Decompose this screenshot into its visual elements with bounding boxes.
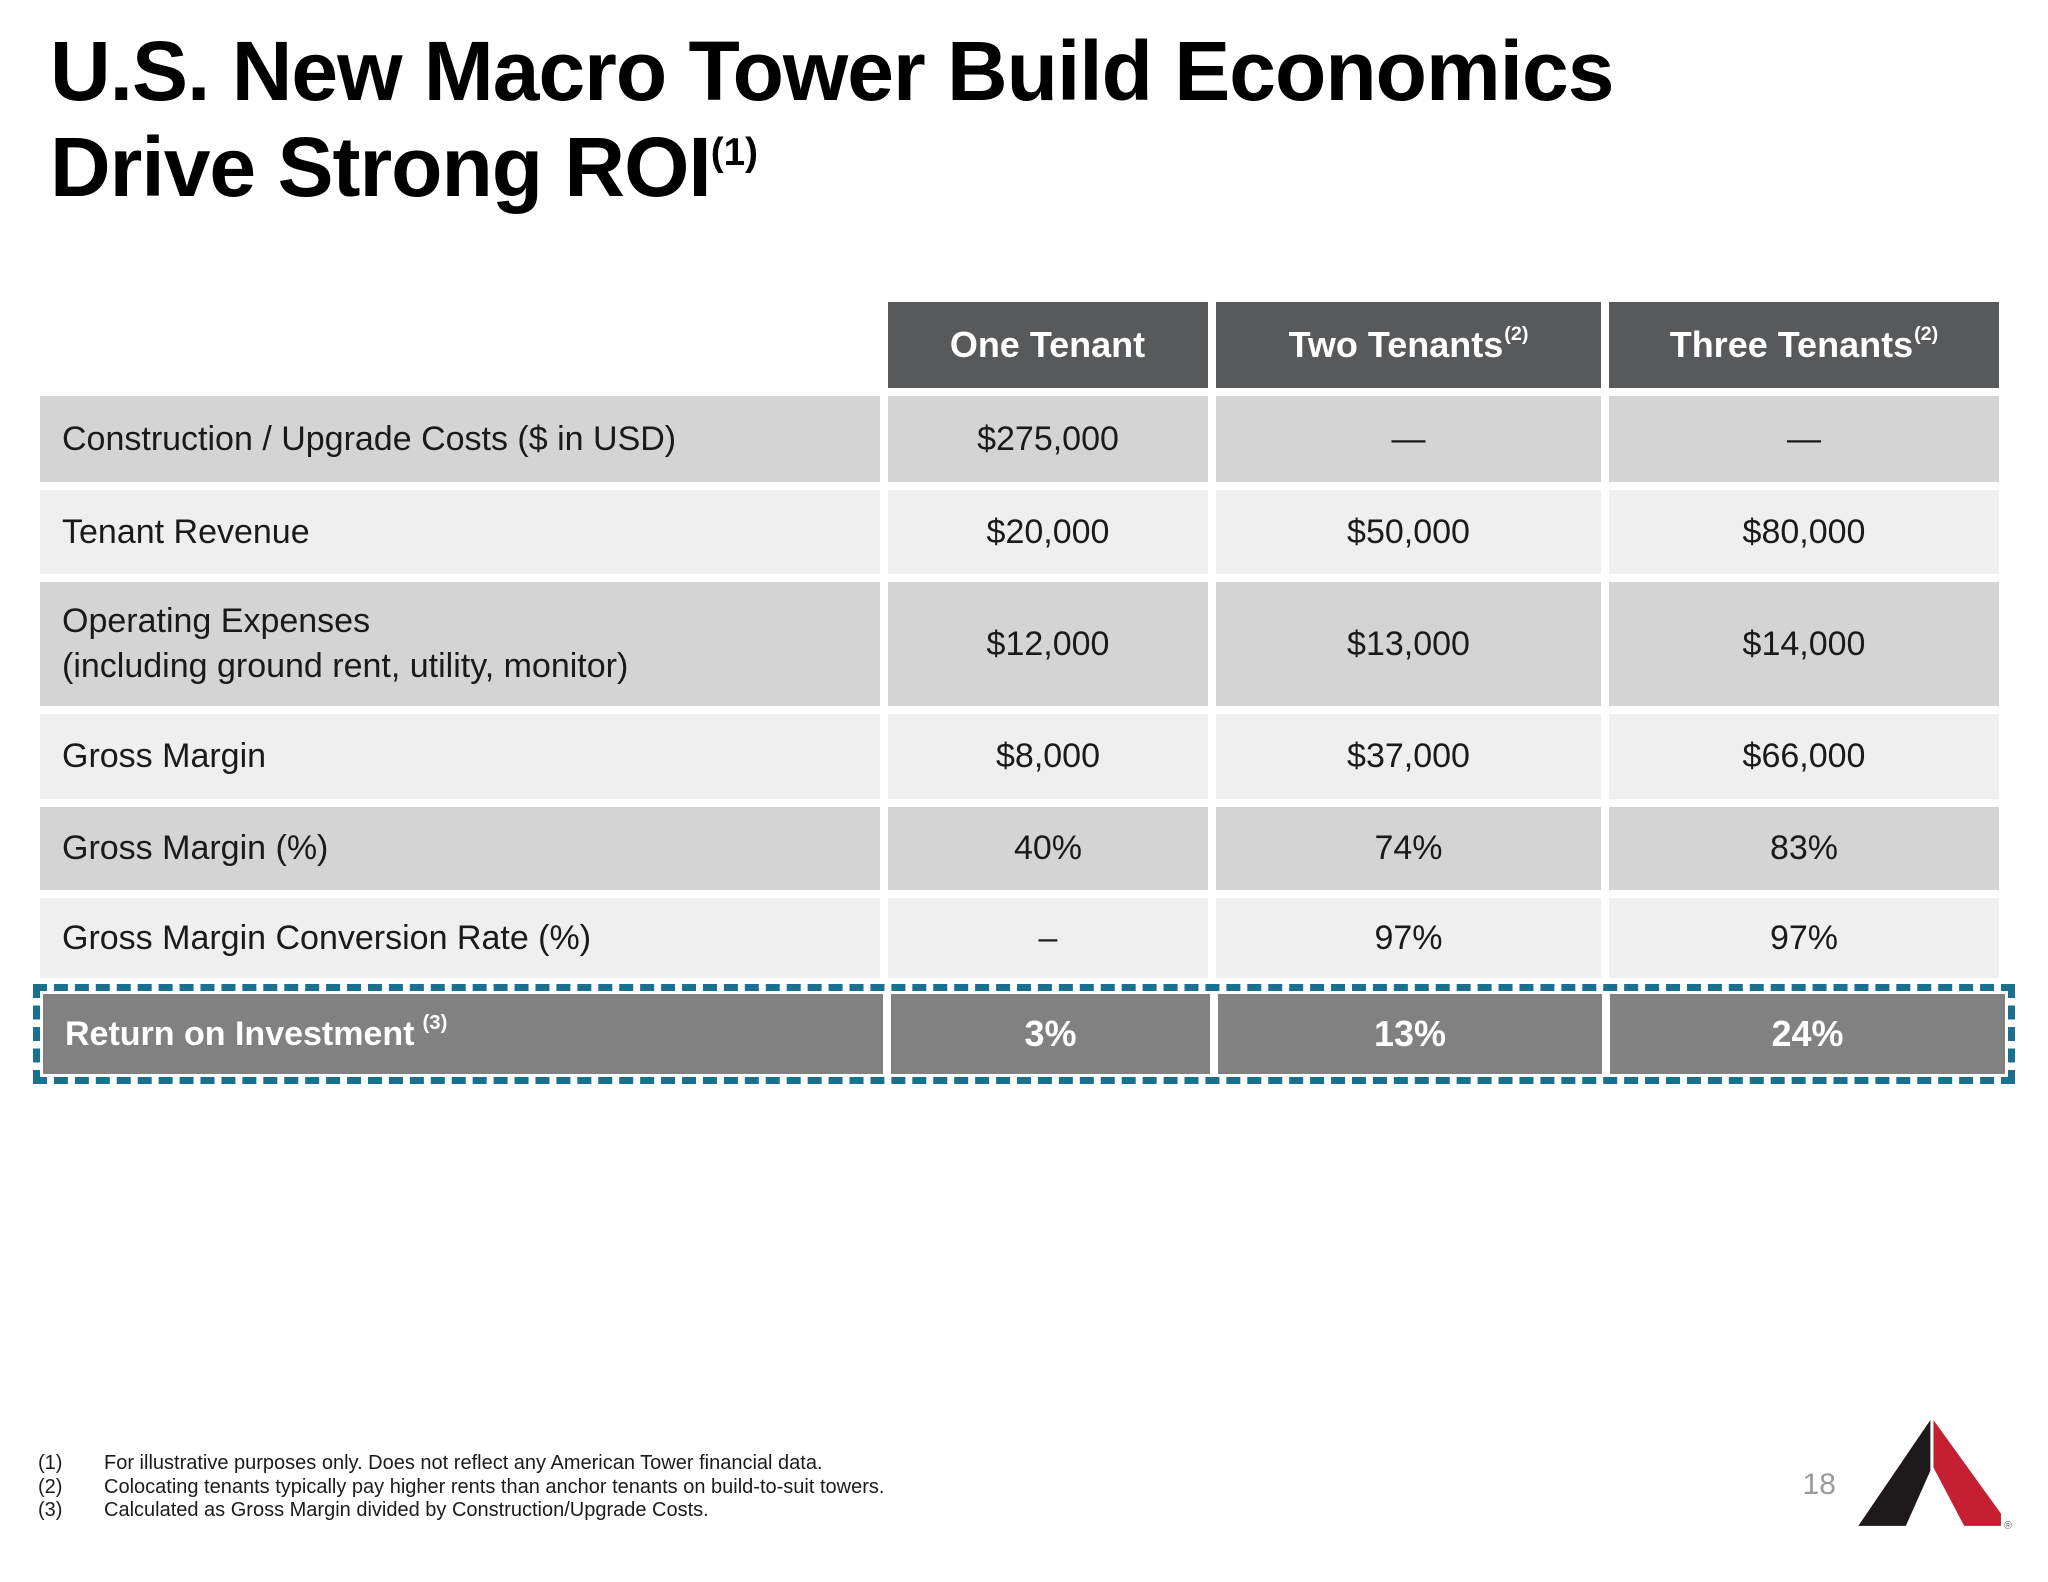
roi-value-three-tenants: 24% (1610, 994, 2005, 1074)
table-cell: $13,000 (1216, 582, 1601, 706)
roi-footnote-ref: (3) (422, 1012, 448, 1035)
table-cell: 74% (1216, 807, 1601, 890)
american-tower-logo-icon: ® (1858, 1420, 2012, 1532)
roi-row: Return on Investment (3) 3% 13% 24% (43, 994, 2005, 1074)
row-label-construction-costs: Construction / Upgrade Costs ($ in USD) (40, 396, 880, 482)
row-label-return-on-investment: Return on Investment (3) (43, 994, 883, 1074)
row-label-operating-expenses: Operating Expenses (including ground rent… (40, 582, 880, 706)
table-cell: $37,000 (1216, 714, 1601, 799)
table-cell: $12,000 (888, 582, 1208, 706)
page-number: 18 (1802, 1468, 1836, 1501)
table-cell: $14,000 (1609, 582, 1999, 706)
header-footnote-ref: (2) (1914, 322, 1939, 345)
american-tower-logo: ® (1858, 1420, 2012, 1532)
table-cell: $20,000 (888, 490, 1208, 574)
footnotes: (1) For illustrative purposes only. Does… (38, 1452, 884, 1523)
table-cell: $66,000 (1609, 714, 1999, 799)
table-cell: 40% (888, 807, 1208, 890)
row-label-tenant-revenue: Tenant Revenue (40, 490, 880, 574)
roi-value-one-tenant: 3% (891, 994, 1210, 1074)
row-label-gross-margin: Gross Margin (40, 714, 880, 799)
header-footnote-ref: (2) (1504, 322, 1529, 345)
slide-title: U.S. New Macro Tower Build Economics Dri… (50, 24, 1614, 216)
footnote-1: (1) For illustrative purposes only. Does… (38, 1452, 823, 1474)
table-cell: – (888, 898, 1208, 978)
roi-value-two-tenants: 13% (1218, 994, 1602, 1074)
logo-black-stroke (1858, 1420, 1931, 1526)
economics-table: One Tenant Two Tenants (2) Three Tenants(… (40, 302, 1999, 978)
footnote-3: (3) Calculated as Gross Margin divided b… (38, 1499, 709, 1521)
row-label-gross-margin-pct: Gross Margin (%) (40, 807, 880, 890)
row-label-gross-margin-conversion: Gross Margin Conversion Rate (%) (40, 898, 880, 978)
table-cell: $275,000 (888, 396, 1208, 482)
table-cell: 83% (1609, 807, 1999, 890)
slide-title-line1: U.S. New Macro Tower Build Economics (50, 24, 1614, 118)
table-cell: — (1216, 396, 1601, 482)
table-cell: $50,000 (1216, 490, 1601, 574)
header-empty-cell (40, 302, 880, 388)
logo-red-stroke (1933, 1420, 2001, 1526)
table-cell: $8,000 (888, 714, 1208, 799)
column-header-one-tenant: One Tenant (888, 302, 1208, 388)
table-cell: 97% (1609, 898, 1999, 978)
table-cell: $80,000 (1609, 490, 1999, 574)
column-header-three-tenants: Three Tenants (2) (1609, 302, 1999, 388)
roi-highlight-box: Return on Investment (3) 3% 13% 24% (33, 984, 2015, 1084)
table-cell: 97% (1216, 898, 1601, 978)
table-cell: — (1609, 396, 1999, 482)
registered-trademark-icon: ® (2004, 1520, 2012, 1532)
footnote-2: (2) Colocating tenants typically pay hig… (38, 1475, 885, 1498)
slide-title-line2: Drive Strong ROI(1) (50, 119, 758, 214)
column-header-two-tenants: Two Tenants (2) (1216, 302, 1601, 388)
title-footnote-ref: (1) (710, 130, 758, 174)
